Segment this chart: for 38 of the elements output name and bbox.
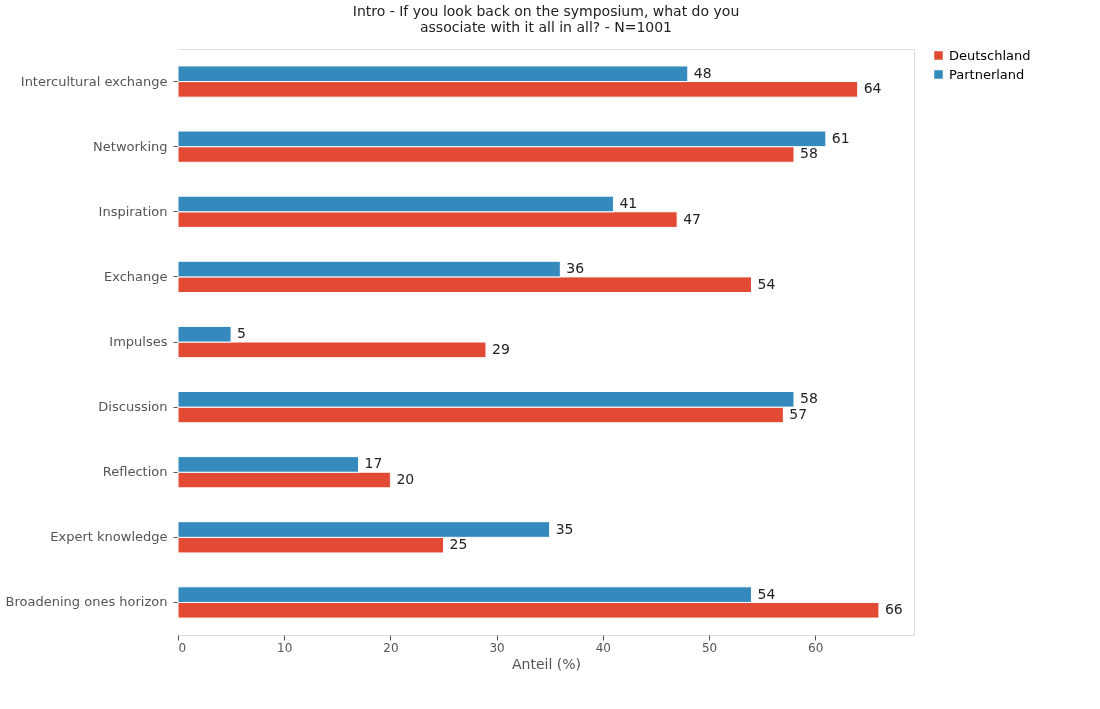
y-tick-label: Intercultural exchange	[20, 73, 168, 89]
data-label: 41	[619, 194, 638, 211]
x-tick-label: 10	[277, 640, 293, 655]
data-label: 61	[831, 129, 850, 146]
x-tick-label: 0	[178, 640, 187, 655]
x-tick-label: 20	[383, 640, 399, 655]
y-tick-label: Reflection	[102, 464, 168, 480]
data-label: 5	[237, 325, 247, 342]
data-label: 58	[799, 390, 818, 407]
data-label: 47	[683, 210, 701, 227]
data-label: 57	[789, 405, 808, 422]
y-tick-label: Inspiration	[98, 203, 168, 219]
data-label: 20	[396, 471, 415, 488]
data-label: 54	[757, 275, 776, 292]
y-tick-label: Networking	[93, 138, 168, 154]
x-tick-label: 60	[808, 640, 824, 655]
data-label: 54	[757, 585, 776, 602]
data-label: 17	[364, 455, 383, 472]
x-tick-label: 40	[595, 640, 611, 655]
data-label: 58	[799, 145, 818, 162]
legend-label: Deutschland	[949, 47, 1031, 63]
data-label: 48	[693, 64, 712, 81]
chart-title: Intro - If you look back on the symposium, what do you associate with it all in all? - N=1001	[352, 3, 740, 35]
data-label: 36	[566, 260, 585, 277]
data-label: 29	[491, 340, 510, 357]
data-label: 66	[884, 601, 903, 618]
y-tick-label: Discussion	[98, 399, 168, 415]
x-axis-title: Anteil (%)	[511, 655, 582, 672]
y-tick-label: Exchange	[103, 268, 168, 284]
x-tick-label: 50	[701, 640, 718, 655]
y-tick-label: Broadening ones horizon	[5, 594, 168, 610]
data-label: 25	[449, 536, 468, 553]
y-tick-label: Expert knowledge	[50, 529, 168, 545]
legend-label: Partnerland	[949, 66, 1025, 82]
x-tick-label: 30	[489, 640, 505, 655]
data-label: 35	[555, 520, 574, 537]
y-tick-label: Impulses	[109, 334, 168, 349]
data-label: 64	[863, 80, 882, 97]
